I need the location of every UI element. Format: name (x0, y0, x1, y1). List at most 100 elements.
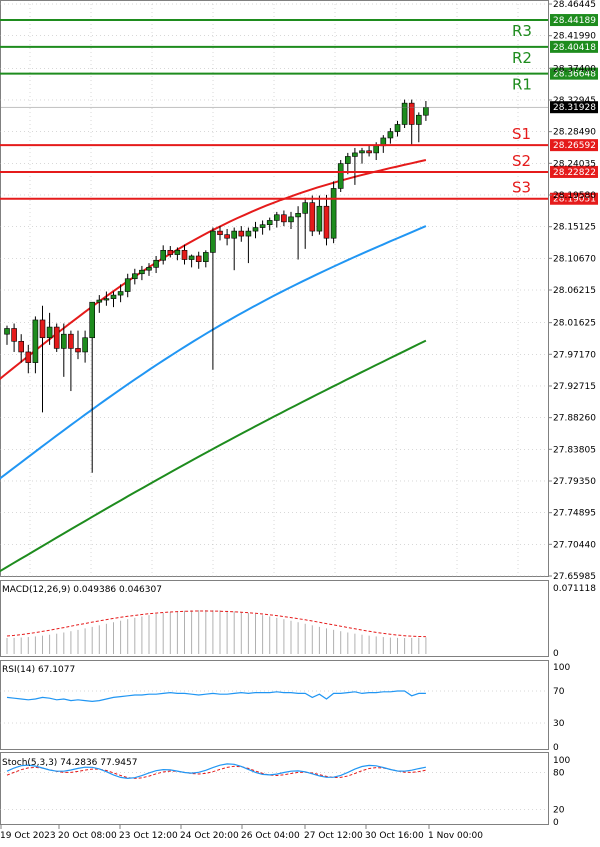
time-axis: 19 Oct 2023 20 Oct 08:00 23 Oct 12:00 24 Oc… (0, 825, 483, 841)
candle-body-up (46, 326, 53, 339)
rsi-panel-frame (0, 660, 549, 750)
candle (231, 227, 237, 271)
candle (68, 330, 74, 392)
level-label-r3: R3 (512, 22, 532, 40)
price-panel: R3 28.44189 R2 28.40418 R1 28.36648 S1 28.26592… (0, 0, 598, 582)
level-label-r2: R2 (512, 49, 532, 67)
candle (273, 211, 280, 228)
stoch-tick-label: 100 (553, 756, 570, 766)
price-tick-label: 27.83805 (553, 445, 596, 455)
candle-body-up (210, 230, 216, 253)
candle (124, 273, 131, 298)
candle (60, 323, 67, 377)
rsi-tick-label: 100 (553, 663, 570, 673)
candle-body-up (4, 328, 10, 335)
level-price-tag-s3 (550, 192, 598, 205)
candle (181, 244, 188, 265)
price-tick-label: 27.74895 (553, 509, 596, 519)
candle-body-down (11, 328, 17, 342)
candle (103, 291, 110, 306)
candle (281, 210, 287, 227)
candle-body-up (110, 294, 117, 299)
candle (18, 334, 25, 363)
candle (352, 147, 358, 185)
time-tick-label: 19 Oct 2023 (0, 831, 56, 841)
level-price-tag-r2 (550, 40, 598, 53)
candle-body-up (124, 278, 131, 292)
candle-body-up (373, 145, 380, 154)
stoch-label: Stoch(5,3,3) 74.2836 77.9457 (2, 758, 137, 768)
price-panel-frame (0, 0, 549, 577)
price-tick-label: 28.19580 (553, 191, 596, 201)
stoch-tick-label: 80 (553, 768, 565, 778)
candle (96, 295, 103, 313)
candle (89, 301, 95, 473)
candle-body-down (309, 202, 316, 232)
rsi-axis: 100 70 30 0 (553, 663, 570, 753)
candle-body-up (32, 319, 39, 363)
time-tick-label: 20 Oct 08:00 (58, 831, 117, 841)
price-tick-label: 28.46445 (553, 0, 596, 10)
candle (359, 147, 365, 164)
candle-body-up (330, 188, 337, 239)
candle (153, 255, 159, 274)
candle (210, 227, 216, 370)
level-price-text-s1: 28.26592 (553, 141, 596, 151)
price-tick-label: 28.01625 (553, 319, 596, 329)
candle (316, 195, 323, 235)
candle-body-up (295, 213, 301, 218)
candle (387, 128, 394, 144)
candle (302, 197, 309, 249)
candle (146, 263, 152, 276)
candle-body-up (82, 337, 88, 353)
price-tick-label: 27.70440 (553, 540, 596, 550)
candle (195, 251, 202, 269)
level-price-tag-s2 (550, 165, 598, 178)
candle (252, 221, 259, 239)
candle (39, 305, 46, 413)
candle-body-up (387, 131, 394, 139)
candle-body-up (60, 333, 67, 349)
candle-body-up (117, 291, 124, 296)
price-tick-label: 27.65985 (553, 572, 596, 582)
candle-body-up (245, 230, 252, 237)
rsi-tick-label: 30 (553, 719, 565, 729)
rsi-grid (0, 690, 548, 724)
candle-body-down (217, 230, 223, 235)
candle-body-up (139, 269, 145, 275)
candle-body-up (252, 227, 259, 232)
candle (344, 152, 351, 175)
current-price-tag (550, 101, 598, 114)
candle-body-down (53, 326, 60, 349)
candle-body-down (25, 351, 32, 363)
candle (238, 226, 245, 242)
candle (330, 181, 337, 244)
candlesticks (4, 99, 429, 473)
price-tick-label: 27.79350 (553, 477, 596, 487)
candle (167, 246, 174, 258)
time-tick-label: 1 Nov 00:00 (428, 831, 483, 841)
candle (288, 211, 294, 229)
stoch-panel-frame (0, 752, 549, 825)
candle-body-up (273, 214, 280, 221)
candle-body-down (18, 340, 25, 353)
candle (32, 316, 39, 374)
stoch-panel: Stoch(5,3,3) 74.2836 77.9457 100 80 20 0 (0, 752, 570, 828)
price-tick-label: 28.32945 (553, 96, 596, 106)
level-price-text-s3: 28.19051 (553, 195, 596, 205)
price-tick-label: 28.37400 (553, 64, 596, 74)
candle-body-down (75, 348, 81, 353)
current-price-text: 28.31928 (553, 103, 596, 113)
level-label-s1: S1 (512, 125, 531, 143)
candle-body-down (224, 234, 230, 239)
candle (245, 227, 252, 264)
candle-body-up (394, 124, 401, 132)
rsi-tick-label: 70 (553, 687, 565, 697)
candle-body-up (231, 230, 237, 239)
candle (366, 145, 372, 157)
level-label-s2: S2 (512, 152, 531, 170)
rsi-label: RSI(14) 67.1077 (2, 665, 75, 675)
candle (82, 330, 88, 363)
candle (46, 312, 53, 345)
candle-body-up (174, 249, 181, 255)
